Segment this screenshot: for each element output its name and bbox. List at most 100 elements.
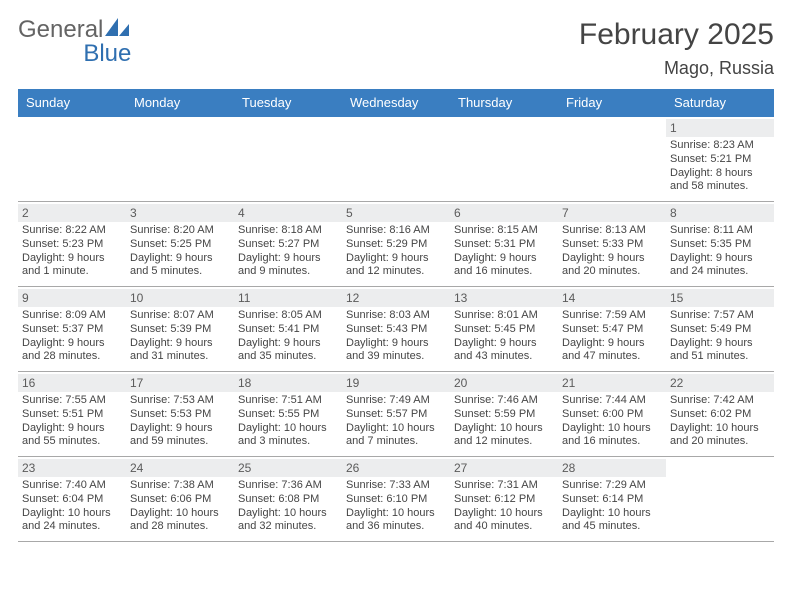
sunrise-text: Sunrise: 7:59 AM (562, 309, 662, 323)
sunset-text: Sunset: 5:41 PM (238, 323, 338, 337)
daylight-text: Daylight: 9 hours and 31 minutes. (130, 337, 230, 365)
sunrise-text: Sunrise: 7:44 AM (562, 394, 662, 408)
page-header: GeneralBlue February 2025 Mago, Russia (18, 18, 774, 79)
daylight-text: Daylight: 9 hours and 55 minutes. (22, 422, 122, 450)
brand-general: General (18, 18, 103, 42)
sunset-text: Sunset: 5:51 PM (22, 408, 122, 422)
sunrise-text: Sunrise: 7:55 AM (22, 394, 122, 408)
day-number: 4 (234, 204, 342, 222)
location-label: Mago, Russia (579, 58, 774, 79)
daylight-text: Daylight: 10 hours and 16 minutes. (562, 422, 662, 450)
brand-blue: Blue (83, 40, 131, 67)
day-cell: 17Sunrise: 7:53 AMSunset: 5:53 PMDayligh… (126, 372, 234, 456)
day-cell: 18Sunrise: 7:51 AMSunset: 5:55 PMDayligh… (234, 372, 342, 456)
day-cell: 22Sunrise: 7:42 AMSunset: 6:02 PMDayligh… (666, 372, 774, 456)
sunrise-text: Sunrise: 8:09 AM (22, 309, 122, 323)
day-cell: 12Sunrise: 8:03 AMSunset: 5:43 PMDayligh… (342, 287, 450, 371)
day-number: 17 (126, 374, 234, 392)
day-number: 27 (450, 459, 558, 477)
daylight-text: Daylight: 9 hours and 28 minutes. (22, 337, 122, 365)
day-header-saturday: Saturday (666, 89, 774, 116)
day-cell: 5Sunrise: 8:16 AMSunset: 5:29 PMDaylight… (342, 202, 450, 286)
daylight-text: Daylight: 9 hours and 24 minutes. (670, 252, 770, 280)
sunset-text: Sunset: 5:57 PM (346, 408, 446, 422)
day-header-friday: Friday (558, 89, 666, 116)
day-number: 20 (450, 374, 558, 392)
daylight-text: Daylight: 9 hours and 9 minutes. (238, 252, 338, 280)
sunrise-text: Sunrise: 7:36 AM (238, 479, 338, 493)
week-row: 9Sunrise: 8:09 AMSunset: 5:37 PMDaylight… (18, 287, 774, 372)
sunrise-text: Sunrise: 8:22 AM (22, 224, 122, 238)
calendar-page: GeneralBlue February 2025 Mago, Russia S… (0, 0, 792, 542)
daylight-text: Daylight: 10 hours and 45 minutes. (562, 507, 662, 535)
daylight-text: Daylight: 10 hours and 32 minutes. (238, 507, 338, 535)
day-number: 21 (558, 374, 666, 392)
day-cell: 28 Sunrise: 7:29 AMSunset: 6:14 PMDayligh… (558, 457, 666, 541)
daylight-text: Daylight: 10 hours and 7 minutes. (346, 422, 446, 450)
day-number: 19 (342, 374, 450, 392)
brand-logo: GeneralBlue (18, 18, 131, 66)
sunrise-text: Sunrise: 7:29 AM (562, 479, 662, 493)
day-cell: 15Sunrise: 7:57 AMSunset: 5:49 PMDayligh… (666, 287, 774, 371)
sunset-text: Sunset: 5:59 PM (454, 408, 554, 422)
sunrise-text: Sunrise: 7:51 AM (238, 394, 338, 408)
day-cell: 27 Sunrise: 7:31 AMSunset: 6:12 PMDayligh… (450, 457, 558, 541)
day-header-sunday: Sunday (18, 89, 126, 116)
day-number: 25 (234, 459, 342, 477)
empty-cell (126, 117, 234, 201)
sunrise-text: Sunrise: 7:42 AM (670, 394, 770, 408)
day-number: 22 (666, 374, 774, 392)
day-cell: 1Sunrise: 8:23 AMSunset: 5:21 PMDaylight… (666, 117, 774, 201)
daylight-text: Daylight: 9 hours and 43 minutes. (454, 337, 554, 365)
day-number: 11 (234, 289, 342, 307)
day-number: 6 (450, 204, 558, 222)
empty-cell (558, 117, 666, 201)
week-row: 23Sunrise: 7:40 AMSunset: 6:04 PMDayligh… (18, 457, 774, 542)
empty-cell (234, 117, 342, 201)
day-cell: 6Sunrise: 8:15 AMSunset: 5:31 PMDaylight… (450, 202, 558, 286)
sunset-text: Sunset: 5:31 PM (454, 238, 554, 252)
sunset-text: Sunset: 5:49 PM (670, 323, 770, 337)
calendar-grid: Sunday Monday Tuesday Wednesday Thursday… (18, 89, 774, 542)
sunset-text: Sunset: 5:33 PM (562, 238, 662, 252)
sunrise-text: Sunrise: 8:11 AM (670, 224, 770, 238)
sunrise-text: Sunrise: 7:57 AM (670, 309, 770, 323)
sunset-text: Sunset: 6:06 PM (130, 493, 230, 507)
daylight-text: Daylight: 10 hours and 36 minutes. (346, 507, 446, 535)
day-number: 26 (342, 459, 450, 477)
day-cell: 10Sunrise: 8:07 AMSunset: 5:39 PMDayligh… (126, 287, 234, 371)
sunrise-text: Sunrise: 7:31 AM (454, 479, 554, 493)
month-title: February 2025 (579, 18, 774, 52)
sunset-text: Sunset: 6:10 PM (346, 493, 446, 507)
sunrise-text: Sunrise: 8:05 AM (238, 309, 338, 323)
daylight-text: Daylight: 9 hours and 1 minute. (22, 252, 122, 280)
sunrise-text: Sunrise: 8:16 AM (346, 224, 446, 238)
daylight-text: Daylight: 10 hours and 28 minutes. (130, 507, 230, 535)
day-number: 7 (558, 204, 666, 222)
daylight-text: Daylight: 10 hours and 40 minutes. (454, 507, 554, 535)
sunrise-text: Sunrise: 7:33 AM (346, 479, 446, 493)
empty-cell (450, 117, 558, 201)
daylight-text: Daylight: 9 hours and 39 minutes. (346, 337, 446, 365)
daylight-text: Daylight: 9 hours and 59 minutes. (130, 422, 230, 450)
day-number: 18 (234, 374, 342, 392)
daylight-text: Daylight: 9 hours and 16 minutes. (454, 252, 554, 280)
title-block: February 2025 Mago, Russia (579, 18, 774, 79)
sunset-text: Sunset: 6:12 PM (454, 493, 554, 507)
sunset-text: Sunset: 5:47 PM (562, 323, 662, 337)
sunset-text: Sunset: 5:39 PM (130, 323, 230, 337)
sunset-text: Sunset: 5:53 PM (130, 408, 230, 422)
day-number: 28 (558, 459, 666, 477)
week-row: 16Sunrise: 7:55 AMSunset: 5:51 PMDayligh… (18, 372, 774, 457)
brand-sail-icon (105, 18, 131, 42)
day-cell: 13Sunrise: 8:01 AMSunset: 5:45 PMDayligh… (450, 287, 558, 371)
day-cell: 20Sunrise: 7:46 AMSunset: 5:59 PMDayligh… (450, 372, 558, 456)
sunset-text: Sunset: 6:14 PM (562, 493, 662, 507)
sunrise-text: Sunrise: 8:20 AM (130, 224, 230, 238)
day-cell: 19Sunrise: 7:49 AMSunset: 5:57 PMDayligh… (342, 372, 450, 456)
day-cell: 14Sunrise: 7:59 AMSunset: 5:47 PMDayligh… (558, 287, 666, 371)
day-number: 3 (126, 204, 234, 222)
day-headers-row: Sunday Monday Tuesday Wednesday Thursday… (18, 89, 774, 116)
sunrise-text: Sunrise: 8:07 AM (130, 309, 230, 323)
weeks-container: 1Sunrise: 8:23 AMSunset: 5:21 PMDaylight… (18, 116, 774, 542)
